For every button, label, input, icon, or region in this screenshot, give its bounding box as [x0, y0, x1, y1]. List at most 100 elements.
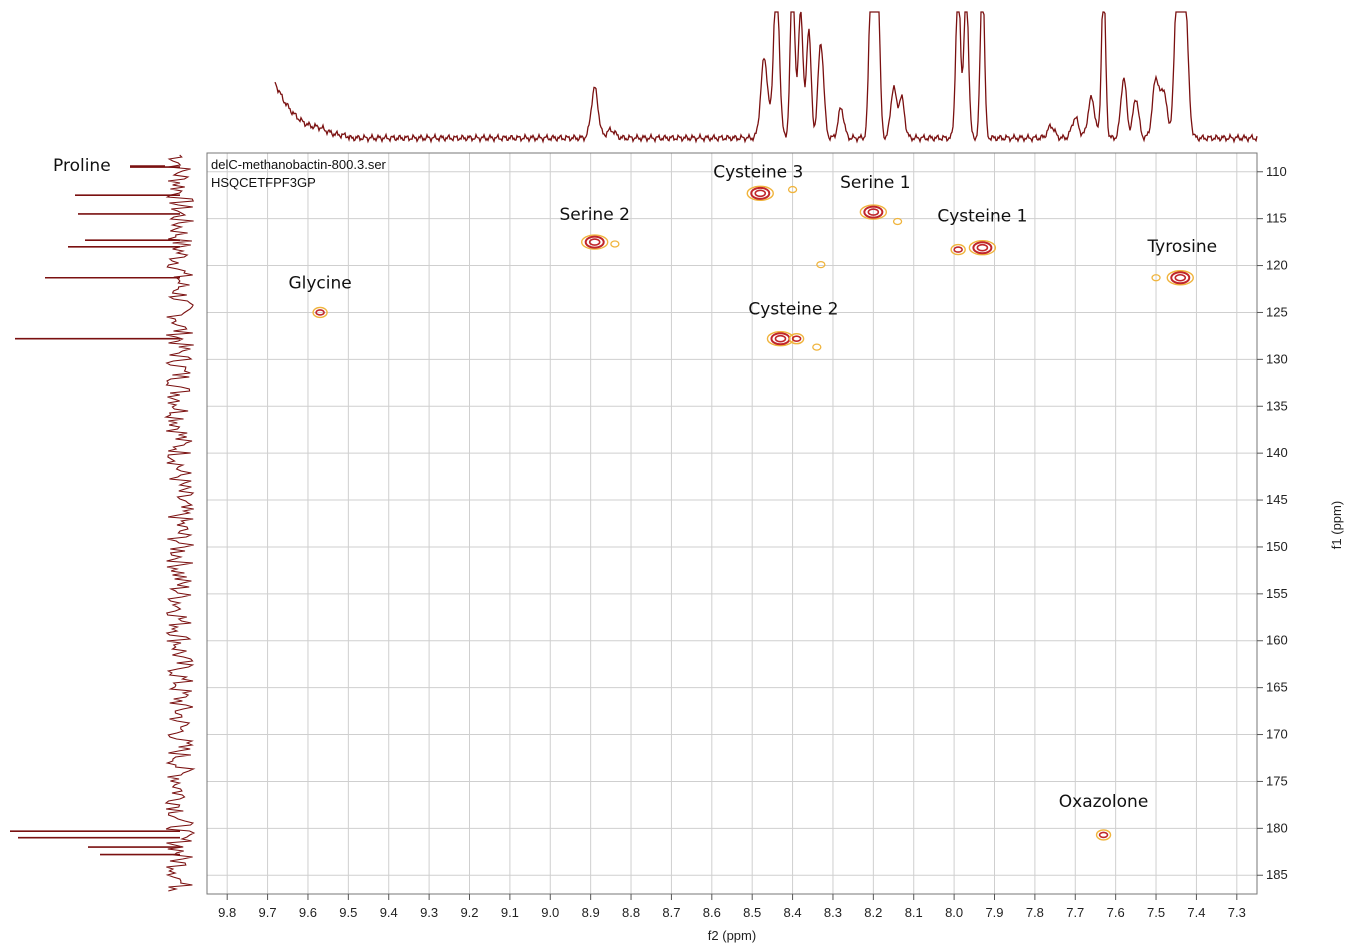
contour-mid: [584, 235, 605, 249]
contour-inner: [774, 334, 787, 343]
contour-outer: [812, 343, 822, 351]
grid: [207, 153, 1257, 894]
peak-contour: [312, 306, 328, 319]
x-tick-label: 8.0: [945, 905, 963, 920]
contour-outer: [950, 243, 966, 256]
y-tick-label: 155: [1266, 586, 1288, 601]
contour-outer: [1151, 274, 1161, 282]
x-tick-label: 7.9: [985, 905, 1003, 920]
peak-contour: [746, 185, 774, 202]
f1-projection-spectrum: [163, 154, 196, 892]
y-tick-label: 135: [1266, 398, 1288, 413]
x-tick-label: 8.9: [582, 905, 600, 920]
x-axis-title: f2 (ppm): [708, 928, 756, 943]
x-tick-label: 7.5: [1147, 905, 1165, 920]
peak-label: Serine 2: [559, 205, 629, 225]
peak-label: Cysteine 2: [748, 300, 838, 320]
x-tick-label: 9.2: [460, 905, 478, 920]
contour-outer: [1166, 270, 1194, 286]
peak-contour: [859, 204, 888, 220]
y-tick-label: 125: [1266, 304, 1288, 319]
contour-mid: [770, 332, 791, 346]
contour-inner: [791, 335, 802, 343]
peak-contour: [580, 234, 609, 250]
contour-inner: [754, 189, 767, 198]
peak-contour: [788, 333, 805, 345]
contour-outer: [746, 185, 774, 202]
y-tick-label: 115: [1266, 211, 1287, 226]
x-tick-label: 8.2: [864, 905, 882, 920]
x-axis: 9.8 9.7 9.6 9.5 9.4 9.3 9.2 9.1 9.0 8.9 8.8 8.7 8.6 8…: [218, 894, 1246, 920]
contour-inner: [953, 246, 963, 253]
contour-inner: [315, 309, 325, 316]
y-tick-label: 130: [1266, 351, 1288, 366]
x-tick-label: 7.6: [1107, 905, 1125, 920]
y-axis-title: f1 (ppm): [1329, 501, 1344, 549]
y-tick-label: 160: [1266, 633, 1288, 648]
peak-label: Glycine: [288, 273, 351, 293]
contour-outer: [766, 331, 795, 347]
peak-label: Serine 1: [840, 173, 910, 193]
x-tick-label: 9.6: [299, 905, 317, 920]
contour-mid: [863, 205, 884, 219]
peak-contour: [610, 240, 620, 248]
x-tick-label: 7.4: [1187, 905, 1205, 920]
peak-contour: [892, 217, 903, 226]
peak-label: Oxazolone: [1059, 792, 1149, 812]
peak-contour: [1151, 274, 1161, 282]
peak-label: Cysteine 3: [713, 162, 803, 182]
contour-mid: [1170, 271, 1191, 285]
contour-outer: [859, 204, 888, 220]
y-axis: 110 115 120 125 130 135 140 145 150 155 160 165 170 1…: [1257, 164, 1288, 882]
contour-outer: [312, 306, 328, 319]
peak-contour: [812, 343, 822, 351]
info-filename: delC-methanobactin-800.3.ser: [211, 157, 387, 172]
x-tick-label: 8.7: [662, 905, 680, 920]
info-pulse-program: HSQCETFPF3GP: [211, 175, 316, 190]
peak-labels: Glycine Serine 2 Cysteine 3 Serine 1 Cystein…: [288, 162, 1217, 812]
y-tick-label: 180: [1266, 820, 1288, 835]
x-tick-label: 8.6: [703, 905, 721, 920]
x-tick-label: 8.3: [824, 905, 842, 920]
y-tick-label: 110: [1266, 164, 1287, 179]
contour-inner: [1098, 831, 1109, 839]
x-tick-label: 8.1: [905, 905, 923, 920]
x-tick-label: 9.0: [541, 905, 559, 920]
contour-inner: [867, 208, 880, 216]
y-tick-label: 140: [1266, 445, 1288, 460]
contour-mid: [750, 186, 771, 200]
contour-outer: [1095, 829, 1112, 841]
peak-contour: [950, 243, 966, 256]
peak-contour: [968, 240, 997, 256]
y-tick-label: 175: [1266, 773, 1288, 788]
f2-projection-spectrum: [274, 11, 1258, 144]
contour-outer: [787, 185, 798, 194]
x-tick-label: 9.5: [339, 905, 357, 920]
y-tick-label: 150: [1266, 539, 1288, 554]
y-tick-label: 145: [1266, 492, 1288, 507]
contour-outer: [580, 234, 609, 250]
peak-label: Cysteine 1: [937, 207, 1027, 227]
y-tick-label: 120: [1266, 258, 1288, 273]
y-tick-label: 185: [1266, 867, 1288, 882]
plot-frame: [206, 152, 1258, 895]
x-tick-label: 8.8: [622, 905, 640, 920]
peak-label: Tyrosine: [1146, 237, 1217, 257]
contour-outer: [788, 333, 805, 345]
peak-contour: [1166, 270, 1194, 286]
x-tick-label: 9.7: [259, 905, 277, 920]
proline-marker-group: [10, 165, 180, 856]
peak-contour: [1095, 829, 1112, 841]
contour-outer: [610, 240, 620, 248]
x-tick-label: 9.4: [380, 905, 398, 920]
peak-contour: [787, 185, 798, 194]
proline-label: Proline: [53, 156, 111, 176]
x-tick-label: 7.8: [1026, 905, 1044, 920]
contour-outer: [892, 217, 903, 226]
x-tick-label: 7.7: [1066, 905, 1084, 920]
contour-outer: [968, 240, 997, 256]
x-tick-label: 9.1: [501, 905, 519, 920]
peak-contour: [816, 260, 826, 269]
x-tick-label: 8.5: [743, 905, 761, 920]
